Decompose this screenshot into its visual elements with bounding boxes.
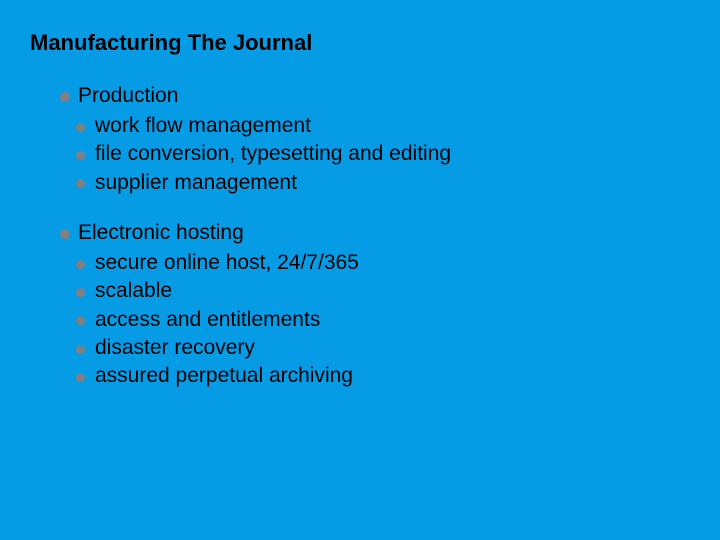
list-item-text: assured perpetual archiving [95,362,353,390]
list-item: secure online host, 24/7/365 [76,249,690,277]
sub-list: secure online host, 24/7/365 scalable ac… [76,249,690,391]
section-electronic-hosting: Electronic hosting secure online host, 2… [60,221,690,391]
list-item-text: file conversion, typesetting and editing [95,140,451,168]
slide-title: Manufacturing The Journal [30,30,690,56]
list-item: work flow management [76,112,690,140]
list-item-text: access and entitlements [95,306,320,334]
bullet-level2-icon [76,316,85,325]
list-item-text: supplier management [95,169,297,197]
list-item: disaster recovery [76,334,690,362]
list-item: file conversion, typesetting and editing [76,140,690,168]
list-item-text: work flow management [95,112,311,140]
section-heading-text: Electronic hosting [78,221,244,245]
list-item-text: disaster recovery [95,334,255,362]
list-item: supplier management [76,169,690,197]
bullet-level1-icon [60,92,70,102]
section-heading: Production [60,84,690,108]
list-item-text: scalable [95,277,172,305]
slide: Manufacturing The Journal Production wor… [0,0,720,540]
bullet-level2-icon [76,151,85,160]
bullet-level2-icon [76,179,85,188]
bullet-level2-icon [76,123,85,132]
bullet-level2-icon [76,373,85,382]
section-heading: Electronic hosting [60,221,690,245]
bullet-level2-icon [76,345,85,354]
sub-list: work flow management file conversion, ty… [76,112,690,197]
section-heading-text: Production [78,84,178,108]
bullet-level2-icon [76,260,85,269]
list-item: assured perpetual archiving [76,362,690,390]
section-production: Production work flow management file con… [60,84,690,197]
list-item: access and entitlements [76,306,690,334]
list-item: scalable [76,277,690,305]
bullet-level1-icon [60,229,70,239]
bullet-level2-icon [76,288,85,297]
list-item-text: secure online host, 24/7/365 [95,249,359,277]
